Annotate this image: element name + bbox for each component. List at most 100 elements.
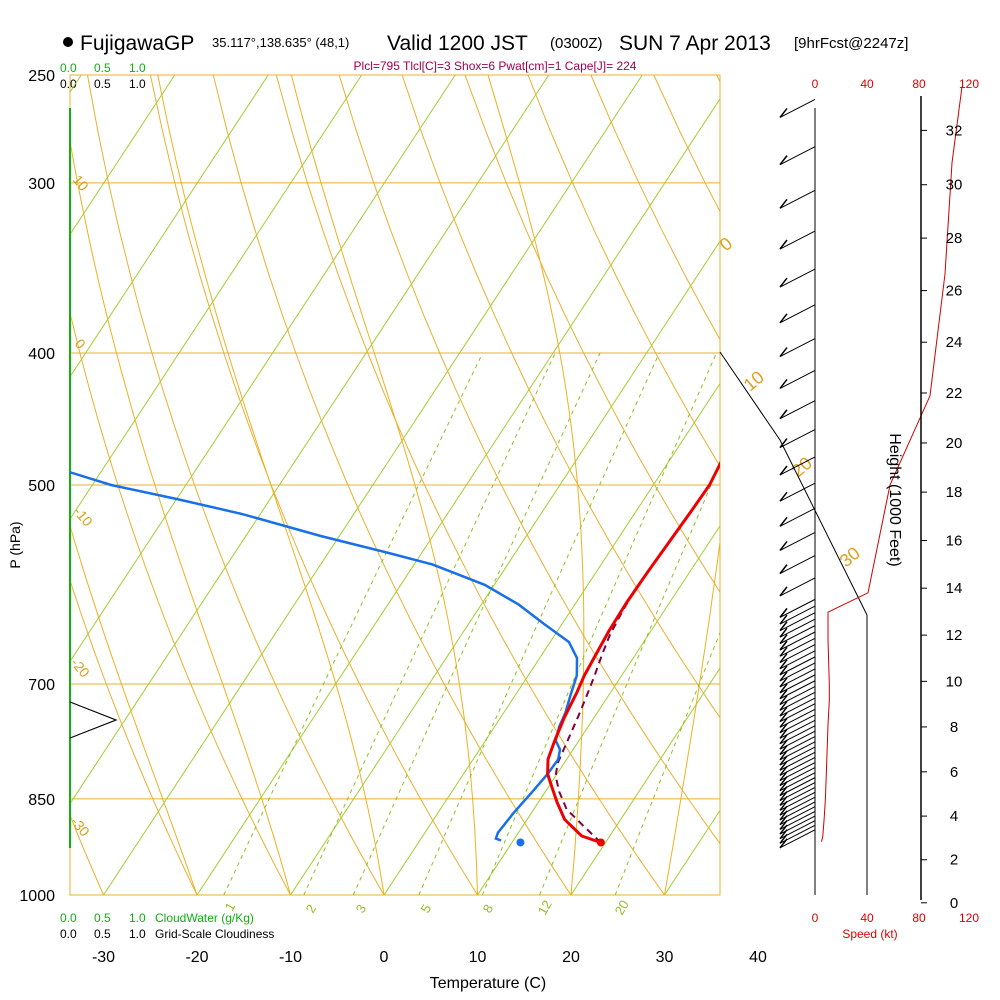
wind-barb (779, 725, 816, 745)
wind-barb (779, 736, 816, 755)
dry-adiabat-line (149, 75, 478, 895)
cloudiness-tick: 0.5 (94, 77, 111, 91)
dry-adiabat-line (87, 75, 385, 895)
wind-barb (779, 714, 816, 734)
wind-barb-staff (779, 598, 816, 618)
dry-adiabat-line (212, 75, 572, 895)
isotherm-line (758, 75, 1000, 895)
wind-barb-staff (779, 631, 816, 651)
speed-tick: 80 (912, 911, 926, 925)
speed-label: Speed (kt) (842, 927, 897, 941)
wind-barb-staff (779, 736, 816, 755)
wind-barb-flag (779, 695, 788, 706)
wind-barb-staff (779, 644, 816, 664)
y-axis-label: P (hPa) (7, 521, 23, 568)
height-tick-label: 22 (946, 385, 963, 402)
wind-barb-flag (779, 734, 788, 745)
parcel-series-line (554, 582, 641, 844)
wind-barb (779, 612, 816, 632)
height-tick-label: 4 (950, 808, 958, 825)
valid-date: SUN 7 Apr 2013 (619, 32, 771, 55)
wind-barb-flag (779, 796, 788, 806)
wind-barb-staff (779, 507, 816, 527)
wind-barb-flag (779, 313, 788, 324)
dry-adiabat-line (527, 75, 720, 468)
wind-barb (779, 686, 816, 706)
temperature-tick-label: 0 (380, 949, 389, 966)
wind-barb-staff (779, 650, 816, 670)
dry-adiabat-line (464, 75, 720, 593)
wind-barb-flag (779, 155, 788, 166)
wind-barb-staff (779, 99, 816, 118)
temperature-series-line (546, 460, 720, 844)
wind-speed-profile-line (821, 86, 963, 842)
wind-barb (779, 829, 816, 849)
moist-adiabat-label: 20 (788, 453, 816, 481)
pressure-tick-label: 500 (28, 478, 55, 495)
height-tick-label: 12 (946, 627, 963, 644)
mixing-ratio-label: 12 (535, 897, 555, 917)
wind-barb-flag (779, 409, 788, 420)
dewpoint-series-line (70, 470, 579, 842)
mixing-ratio-label: 5 (418, 902, 435, 916)
height-tick-label: 10 (946, 673, 963, 690)
dry-adiabat-label: -30 (68, 814, 93, 840)
wind-barb (779, 644, 816, 664)
wind-barb (779, 532, 816, 551)
wind-barb (779, 668, 816, 688)
wind-barb-flag (779, 659, 788, 670)
wind-barb-flag (779, 277, 788, 288)
cloudiness-profile (69, 701, 118, 739)
wind-barb-flag (779, 677, 788, 688)
dry-adiabat-line (275, 75, 665, 895)
pressure-tick-label: 300 (28, 176, 55, 193)
height-tick-label: 30 (946, 177, 963, 194)
wind-barb-flag (779, 465, 788, 476)
height-tick-label: 26 (946, 283, 963, 300)
dry-adiabat-line (0, 75, 10, 895)
wind-barb-staff (779, 400, 816, 420)
wind-barb-flag (779, 671, 788, 682)
height-tick-label: 8 (950, 719, 958, 736)
mixing-ratio-lines (223, 352, 720, 895)
cloudiness-label: Grid-Scale Cloudiness (155, 927, 274, 941)
cloudwater-tick: 0.0 (60, 911, 77, 925)
wind-barb (779, 482, 816, 502)
height-tick-label: 32 (946, 122, 963, 139)
wind-barb-flag (779, 786, 788, 797)
wind-barb (779, 680, 816, 700)
wind-barb-flag (779, 646, 788, 657)
wind-barb (779, 507, 816, 527)
wind-barb-staff (779, 637, 816, 657)
moist-adiabat-line (487, 75, 585, 895)
cloudwater-scale-top: 0.0 0.5 1.0 0.0 0.5 1.0 (60, 61, 146, 91)
moist-adiabat-lines (70, 75, 720, 895)
wind-barb-flag (779, 771, 788, 782)
dry-adiabat-label: 10 (70, 172, 92, 194)
wind-barb-flag (779, 198, 788, 209)
wind-barb-flag (779, 438, 788, 448)
wind-barb-staff (779, 703, 816, 723)
wind-barb-staff (779, 674, 816, 694)
mixing-ratio-line (614, 631, 720, 895)
isotherm-line (70, 75, 456, 663)
station-name: FujigawaGP (80, 32, 194, 55)
pressure-tick-label: 850 (28, 792, 55, 809)
wind-barb (779, 99, 816, 118)
dry-adiabat-label: 0 (72, 336, 89, 352)
wind-barb-staff (779, 338, 816, 358)
wind-barb-staff (779, 730, 816, 750)
surface-temperature-point (596, 838, 605, 847)
speed-tick: 40 (860, 77, 874, 91)
wind-barb (779, 605, 816, 625)
wind-barb-flag (779, 728, 788, 739)
wind-barb-staff (779, 708, 816, 728)
dry-adiabat-lines (0, 75, 720, 895)
temperature-tick-label: -30 (92, 949, 115, 966)
mixing-ratio-line (303, 352, 556, 895)
wind-barb-flag (779, 683, 788, 694)
mixing-ratio-labels: 1 2 3 5 8 12 20 (222, 897, 632, 917)
wind-barb (779, 370, 816, 389)
isotherm-line (196, 98, 720, 895)
